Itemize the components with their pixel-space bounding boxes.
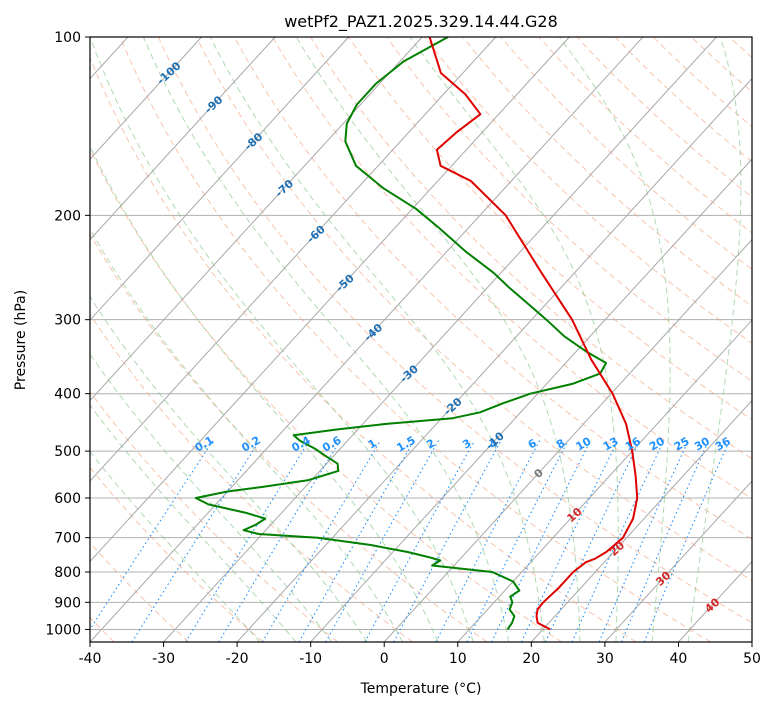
- mixing-ratio-line: [435, 440, 541, 642]
- moist-adiabat-line: [295, 37, 581, 642]
- moist-adiabat-line: [90, 37, 474, 642]
- chart-title: wetPf2_PAZ1.2025.329.14.44.G28: [284, 12, 558, 32]
- mixing-ratio-line: [520, 440, 619, 642]
- moist-adiabat-line: [558, 37, 671, 642]
- dry-adiabat-line: [386, 37, 752, 382]
- moist-adiabat-line: [90, 228, 404, 642]
- y-tick-label: 900: [54, 595, 81, 611]
- mixing-ratio-line: [491, 440, 592, 642]
- dry-adiabat-line: [119, 37, 712, 642]
- moist-adiabat-line: [142, 37, 510, 642]
- dewpoint-profile-line: [194, 37, 608, 630]
- sounding-profiles: [194, 37, 639, 631]
- mixing-ratio-line: [466, 440, 569, 642]
- dry-adiabat-line: [90, 233, 488, 642]
- isotherm-line: [604, 480, 752, 642]
- dry-adiabat-line: [233, 37, 752, 540]
- moist-adiabat-line: [90, 145, 439, 642]
- x-axis-ticks: -40 -30 -20 -10 0 10 20 30 40 50: [79, 642, 761, 667]
- isotherm-line: [90, 37, 276, 241]
- y-tick-label: 600: [54, 491, 81, 507]
- dry-adiabat-line: [157, 37, 752, 624]
- isotherm-line: [530, 399, 752, 642]
- dry-adiabat-line: [90, 148, 562, 642]
- y-tick-label: 400: [54, 387, 81, 403]
- x-tick-label: -40: [79, 651, 102, 667]
- y-tick-label: 200: [54, 208, 81, 224]
- mixing-ratio-line: [218, 440, 341, 642]
- dry-adiabat-line: [90, 466, 264, 642]
- moist-adiabat-line: [209, 37, 545, 642]
- x-tick-label: 20: [522, 651, 540, 667]
- isotherm-line: [90, 37, 423, 402]
- y-tick-label: 700: [54, 531, 81, 547]
- x-tick-label: -20: [226, 651, 249, 667]
- isotherm-line: [383, 238, 752, 642]
- isotherm-line: [310, 158, 752, 642]
- mixing-ratio-line: [90, 440, 214, 631]
- x-tick-label: 50: [743, 651, 761, 667]
- y-axis-title: Pressure (hPa): [13, 290, 29, 390]
- x-tick-label: 40: [670, 651, 688, 667]
- x-tick-label: 30: [596, 651, 614, 667]
- mixing-ratio-line: [185, 440, 310, 642]
- isotherm-line: [90, 37, 350, 321]
- temperature-profile-line: [428, 37, 639, 631]
- y-axis-ticks: 1000 900 800 700 600 500 400 300 200 100: [45, 30, 90, 638]
- moist-adiabat-line: [90, 404, 297, 642]
- dry-adiabat-line: [348, 37, 752, 421]
- x-tick-label: 10: [449, 651, 467, 667]
- plot-frame: [89, 36, 753, 643]
- mixing-ratio-line: [364, 440, 476, 642]
- isotherms: [90, 37, 752, 642]
- x-tick-label: -30: [152, 651, 175, 667]
- y-tick-label: 1000: [45, 622, 81, 638]
- mixing-ratio-line: [262, 440, 381, 642]
- y-tick-label: 300: [54, 313, 81, 329]
- isotherm-line: [236, 77, 752, 642]
- mixing-ratio-line: [393, 440, 502, 642]
- moist-adiabat-line: [90, 353, 333, 642]
- dry-adiabat-line: [272, 37, 752, 500]
- y-tick-label: 500: [54, 444, 81, 460]
- isotherm-line: [457, 319, 752, 642]
- isotherm-line: [90, 37, 570, 563]
- dry-adiabats: [90, 37, 752, 642]
- moist-adiabat-line: [687, 37, 742, 642]
- y-tick-label: 100: [54, 30, 81, 46]
- mixing-ratio-line: [643, 440, 730, 642]
- moist-adiabat-line: [90, 295, 368, 642]
- dry-adiabat-line: [195, 37, 752, 582]
- x-tick-label: -10: [299, 651, 322, 667]
- mixing-ratio-lines: [90, 440, 730, 642]
- x-axis-title: Temperature (°C): [360, 681, 482, 697]
- mixing-ratio-line: [325, 440, 440, 642]
- moist-adiabats: [90, 37, 742, 642]
- isotherm-line: [163, 37, 717, 642]
- dry-adiabat-line: [90, 542, 190, 642]
- mixing-ratio-line: [298, 440, 415, 642]
- isotherm-line: [90, 37, 202, 160]
- dry-adiabat-line: [310, 37, 752, 460]
- isotherm-line: [90, 37, 497, 482]
- dry-adiabat-line: [90, 56, 637, 642]
- isotherm-line: [90, 37, 644, 642]
- y-tick-label: 800: [54, 565, 81, 581]
- x-tick-label: 0: [380, 651, 389, 667]
